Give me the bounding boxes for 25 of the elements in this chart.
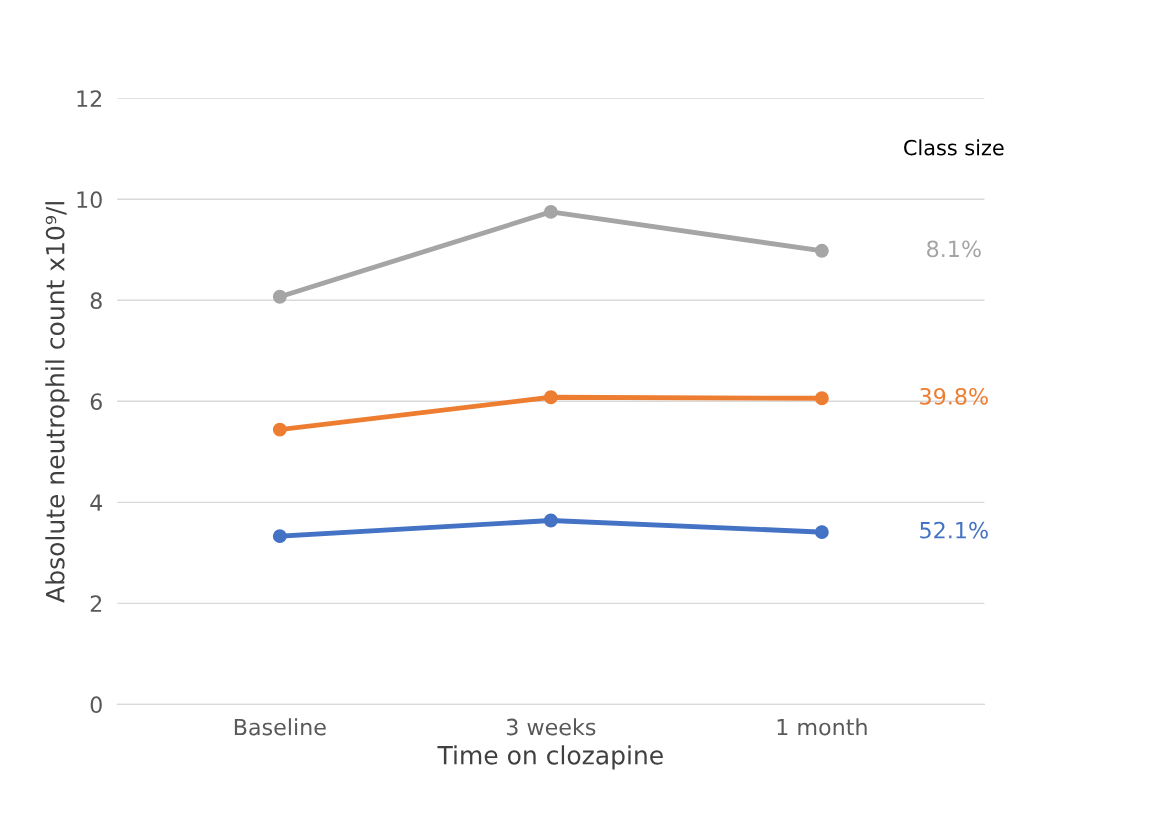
- point: [543, 390, 558, 405]
- point: [543, 513, 558, 528]
- legend-title: Class size: [904, 139, 1004, 156]
- x-tick-label: 3 weeks: [506, 718, 596, 736]
- y-tick-label: 12: [77, 90, 102, 107]
- point: [272, 422, 287, 437]
- x-tick-label: Baseline: [234, 718, 326, 736]
- text: 39.8%: [920, 387, 988, 405]
- point: [543, 204, 558, 219]
- y-tick-label: 2: [90, 595, 102, 612]
- point: [814, 525, 829, 540]
- y-axis-title: Absolute neutrophil count x10⁹/l: [45, 202, 70, 603]
- text: 52.1%: [920, 521, 988, 539]
- y-tick-label: 6: [90, 393, 102, 411]
- x-axis-title: Time on clozapine: [437, 745, 663, 770]
- y-tick-label: 4: [90, 494, 103, 511]
- point: [272, 289, 287, 304]
- point: [272, 529, 287, 544]
- y-tick-label: 10: [77, 191, 102, 209]
- x-tick-label: 1 month: [777, 718, 867, 736]
- point: [814, 391, 829, 406]
- y-tick-label: 0: [90, 696, 102, 714]
- point: [814, 243, 829, 258]
- y-tick-label: 8: [90, 292, 102, 310]
- text: 8.1%: [927, 240, 981, 258]
